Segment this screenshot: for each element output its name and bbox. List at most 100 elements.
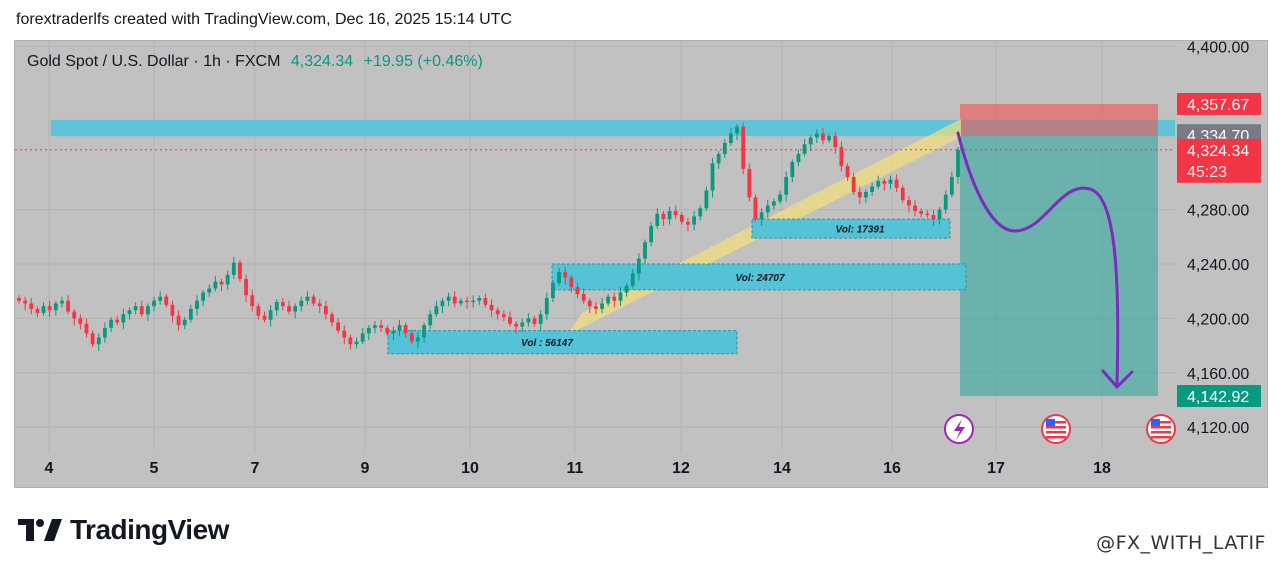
candle-body [606, 296, 611, 304]
candle-body [458, 300, 463, 304]
attribution-header: forextraderlfs created with TradingView.… [16, 11, 512, 28]
candle-body [385, 327, 390, 334]
candle-body [563, 272, 568, 278]
candle-body [201, 292, 206, 301]
candle-body [692, 216, 697, 225]
candle-body [323, 306, 328, 315]
candle-body [851, 176, 856, 192]
candle-body [569, 277, 574, 288]
volume-box [387, 330, 738, 355]
candle-body [551, 283, 555, 298]
candle-body [821, 133, 825, 141]
candle-body [164, 296, 169, 305]
stop-loss-badge-text: 4,357.67 [1187, 97, 1249, 114]
candle-body [422, 325, 426, 338]
candle-body [827, 136, 832, 141]
us-flag-canton [1151, 419, 1160, 426]
candle-body [231, 262, 236, 275]
candle-body [710, 163, 715, 191]
candle-body [704, 190, 709, 209]
candle-body [949, 176, 954, 195]
candle-body [833, 136, 838, 148]
candle-body [244, 278, 248, 296]
x-axis-tick-label: 12 [672, 460, 690, 477]
candle-body [428, 314, 433, 326]
candle-body [679, 215, 684, 222]
candle-body [434, 306, 439, 315]
candle-body [913, 205, 917, 211]
candle-body [741, 126, 746, 169]
candle-body [330, 314, 334, 323]
candle-body [538, 314, 543, 324]
countdown-badge-text: 45:23 [1187, 164, 1227, 181]
candle-body [587, 300, 592, 307]
us-flag-stripe [1046, 421, 1066, 424]
candle-body [593, 306, 598, 309]
y-axis-tick-label: 4,200.00 [1187, 311, 1249, 328]
candle-body [778, 194, 782, 202]
x-axis-tick-label: 4 [45, 460, 54, 477]
projection-arrow-path [956, 131, 1120, 385]
candle-body [520, 322, 525, 327]
us-flag-stripe [1046, 436, 1066, 439]
candle-body [152, 300, 156, 307]
candle-body [115, 319, 120, 323]
us-flag-stripe [1151, 431, 1171, 434]
symbol-name: Gold Spot / U.S. Dollar · 1h · FXCM [27, 53, 281, 70]
candle-body [256, 306, 261, 316]
candle-body [182, 319, 187, 326]
candle-body [287, 306, 291, 312]
y-axis-tick-label: 4,160.00 [1187, 366, 1249, 383]
candle-body [403, 325, 408, 334]
candle-body [759, 212, 764, 220]
candle-body [305, 296, 310, 301]
candle-body [636, 258, 641, 274]
candle-body [373, 325, 377, 328]
tradingview-logo[interactable]: TradingView [18, 514, 229, 546]
candle-body [280, 302, 285, 307]
candle-body [655, 213, 660, 226]
candle-body [857, 191, 862, 198]
chart-canvas[interactable]: Vol : 56147 Vol: 24707 Vol: 17391 4,400.00… [15, 41, 1267, 487]
resistance-zone [51, 119, 1175, 137]
candle-body [765, 205, 770, 213]
candle-body [416, 337, 420, 342]
us-flag-canton [1046, 419, 1055, 426]
candle-body [544, 297, 549, 315]
candle-body [379, 325, 384, 328]
candle-body [876, 181, 881, 187]
candle-body [311, 296, 316, 304]
candle-body [612, 296, 617, 301]
candle-body [90, 333, 95, 345]
candle-body [109, 319, 113, 328]
candle-body [796, 153, 801, 163]
candle-body [557, 272, 561, 284]
us-flag-stripe [1151, 426, 1171, 429]
symbol-legend[interactable]: Gold Spot / U.S. Dollar · 1h · FXCM 4,32… [27, 53, 483, 71]
candle-body [342, 330, 347, 338]
candle-body [29, 303, 34, 309]
stop-loss-badge-bg [1177, 92, 1261, 115]
candle-body [925, 213, 930, 216]
candle-body [808, 137, 813, 145]
candle-body [630, 273, 635, 286]
candle-body [956, 149, 960, 177]
candle-body [814, 133, 819, 138]
last-price: 4,324.34 [290, 53, 354, 70]
candle-body [47, 306, 52, 311]
candle-body [274, 302, 279, 311]
candle-body [729, 133, 733, 143]
candle-body [17, 297, 21, 301]
candle-body [477, 297, 482, 301]
volume-box-label: Vol: 24707 [735, 273, 785, 284]
y-axis-tick-label: 4,240.00 [1187, 257, 1249, 274]
candle-body [771, 201, 776, 206]
candle-body [96, 337, 101, 345]
y-axis-tick-label: 4,280.00 [1187, 203, 1249, 220]
chart-frame[interactable]: Vol : 56147 Vol: 24707 Vol: 17391 4,400.00… [14, 40, 1268, 488]
candle-body [293, 306, 298, 312]
candle-body [139, 306, 144, 315]
candle-body [618, 292, 623, 301]
x-axis-tick-label: 5 [150, 460, 159, 477]
